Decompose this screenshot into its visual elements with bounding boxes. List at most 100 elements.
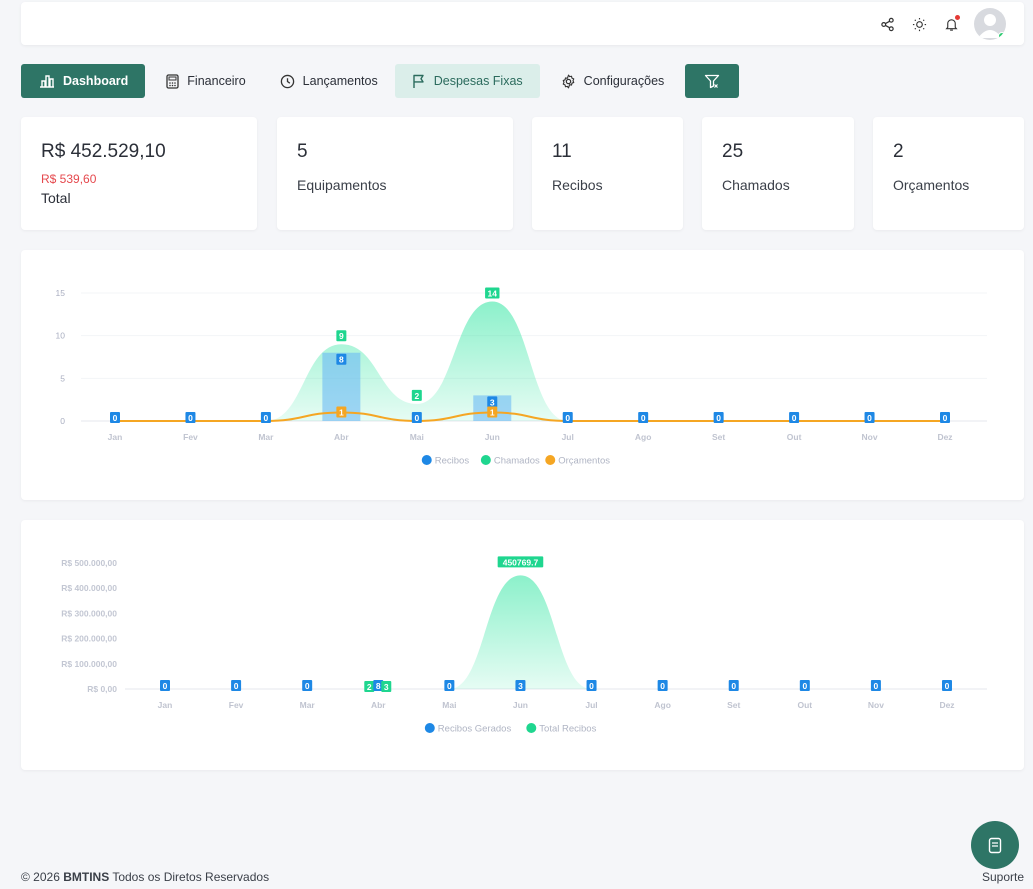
tab-financeiro[interactable]: Financeiro — [149, 64, 262, 98]
recibos-gerados-data-label: 0 — [305, 681, 310, 691]
chamados-data-label-bg — [485, 287, 500, 299]
y-tick-label: 15 — [56, 288, 66, 298]
clock-icon — [280, 74, 294, 88]
recibos-data-label: 0 — [565, 413, 570, 423]
card-chamados: 25 Chamados — [702, 117, 854, 230]
recibos-gerados-data-label-bg — [799, 680, 810, 691]
recibos-value: 11 — [552, 141, 572, 162]
orcamentos-data-label-bg — [487, 406, 498, 418]
recibos-data-label: 8 — [339, 355, 344, 365]
calculator-icon — [166, 73, 179, 89]
total-sub-value: R$ 539,60 — [41, 172, 97, 186]
recibos-gerados-data-label-bg — [515, 680, 526, 691]
orcamentos-data-label-bg — [336, 406, 347, 418]
tab-despesas-fixas[interactable]: Despesas Fixas — [394, 64, 540, 98]
rights-text: Todos os Diretos Reservados — [109, 870, 270, 884]
abr-data-label: 2 — [367, 682, 372, 692]
card-total: R$ 452.529,10 R$ 539,60 Total — [21, 117, 257, 230]
recibos-gerados-data-label-bg — [942, 680, 952, 691]
x-tick-label: Mai — [410, 432, 424, 442]
recibos-gerados-data-label-bg — [586, 680, 597, 691]
user-avatar[interactable] — [974, 8, 1006, 40]
tab-lancamentos[interactable]: Lançamentos — [263, 64, 395, 98]
chamados-data-label: 2 — [414, 391, 419, 401]
recibos-data-label: 0 — [113, 413, 118, 423]
total-value: R$ 452.529,10 — [41, 141, 166, 162]
y-tick-label: R$ 0,00 — [87, 684, 117, 694]
tab-label: Lançamentos — [302, 74, 378, 88]
total-recibos-peak-label: 450769.7 — [503, 557, 539, 567]
x-tick-label: Jun — [485, 432, 500, 442]
x-tick-label: Abr — [334, 432, 349, 442]
recibos-gerados-data-label: 0 — [234, 681, 239, 691]
recibos-data-label: 0 — [792, 413, 797, 423]
chamados-data-label: 14 — [488, 289, 498, 299]
support-button[interactable] — [971, 821, 1019, 869]
x-tick-label: Out — [797, 700, 812, 710]
tab-label: Financeiro — [187, 74, 246, 88]
legend-marker — [545, 455, 556, 465]
tab-label: Configurações — [583, 74, 665, 88]
legend-marker — [424, 723, 435, 733]
recibos-data-label: 3 — [490, 397, 495, 407]
recibos-gerados-data-label: 0 — [589, 681, 594, 691]
x-tick-label: Ago — [635, 432, 652, 442]
orcamentos-data-label: 1 — [339, 407, 344, 417]
chamados-data-label-bg — [336, 330, 347, 342]
abr-data-label-bg — [364, 681, 375, 692]
legend-label: Total Recibos — [539, 724, 596, 735]
card-equipamentos: 5 Equipamentos — [277, 117, 513, 230]
support-label[interactable]: Suporte — [981, 870, 1024, 884]
recibos-gerados-data-label-bg — [231, 680, 242, 691]
y-tick-label: 5 — [60, 373, 65, 383]
abr-data-label-bg — [373, 680, 384, 691]
tab-dashboard[interactable]: Dashboard — [21, 64, 146, 98]
recibos-data-label-bg — [110, 412, 120, 423]
chart-panel-atividades: 0 5 10 15 9 2 14 0 0 0 8 0 3 0 0 0 0 0 0 1 1 Jan Fev Mar Abr Mai J… — [21, 250, 1024, 500]
abr-data-label: 3 — [384, 682, 389, 692]
x-tick-label: Jan — [108, 432, 123, 442]
x-tick-label: Out — [787, 432, 802, 442]
chart-atividades: 0 5 10 15 9 2 14 0 0 0 8 0 3 0 0 0 0 0 0 1 1 Jan Fev Mar Abr Mai J… — [56, 287, 987, 467]
chamados-data-label-bg — [411, 389, 422, 401]
chamados-value: 25 — [722, 141, 744, 162]
recibos-gerados-data-label: 0 — [163, 681, 168, 691]
top-bar — [21, 2, 1024, 45]
flag-icon — [413, 74, 424, 88]
orcamentos-label: Orçamentos — [893, 177, 970, 193]
chart-recibos: R$ 0,00 R$ 100.000,00 R$ 200.000,00 R$ 300.… — [61, 556, 987, 735]
y-tick-label: R$ 100.000,00 — [61, 659, 117, 669]
bell-icon[interactable] — [942, 15, 960, 33]
share-icon[interactable] — [878, 15, 896, 33]
total-label: Total — [41, 190, 71, 206]
recibos-gerados-data-label-bg — [302, 680, 313, 691]
chart-panel-recibos: R$ 0,00 R$ 100.000,00 R$ 200.000,00 R$ 300.… — [21, 520, 1024, 770]
orcamentos-value: 2 — [893, 141, 904, 162]
chamados-label: Chamados — [722, 177, 790, 193]
tab-label: Dashboard — [63, 74, 129, 88]
recibos-data-label-bg — [411, 412, 422, 423]
tab-configuracoes[interactable]: Configurações — [544, 64, 682, 98]
recibos-data-label: 0 — [641, 413, 646, 423]
recibos-label: Recibos — [552, 177, 603, 193]
notification-dot — [955, 15, 960, 20]
x-tick-label: Fev — [183, 432, 198, 442]
copyright-text: © 2026 — [21, 870, 64, 884]
recibos-data-label: 0 — [188, 413, 193, 423]
recibos-data-label-bg — [185, 412, 196, 423]
legend-label: Recibos — [435, 456, 470, 467]
x-tick-label: Mar — [258, 432, 274, 442]
legend-marker — [526, 723, 537, 733]
recibos-data-label: 0 — [264, 413, 269, 423]
total-recibos-peak-label-bg — [497, 556, 544, 568]
legend-label: Orçamentos — [558, 456, 610, 467]
bar-chart-icon — [40, 75, 54, 88]
sun-icon[interactable] — [910, 15, 928, 33]
filter-button[interactable] — [685, 64, 740, 98]
legend-marker — [421, 455, 432, 465]
x-tick-label: Nov — [868, 700, 884, 710]
recibos-data-label-bg — [260, 412, 271, 423]
filter-icon — [705, 74, 720, 88]
equipamentos-value: 5 — [297, 141, 308, 162]
card-recibos: 11 Recibos — [532, 117, 683, 230]
